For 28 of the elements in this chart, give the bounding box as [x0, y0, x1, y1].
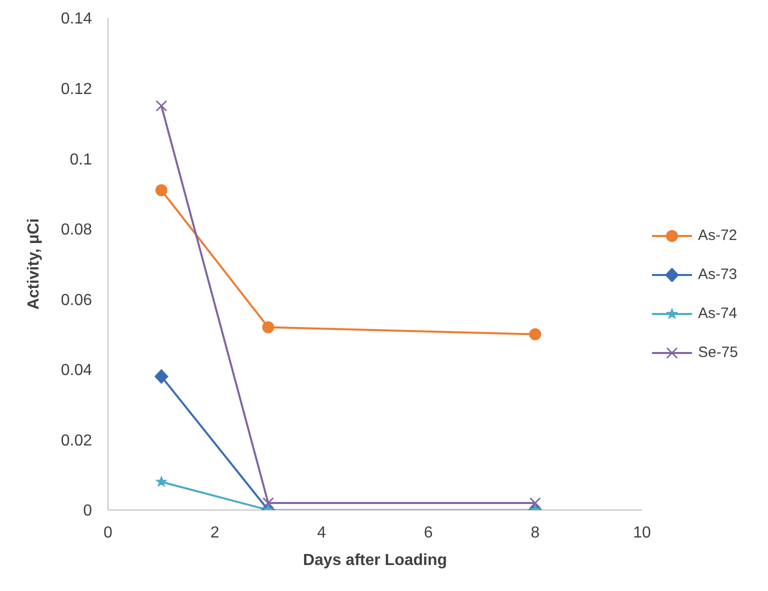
legend-label: As-74	[698, 305, 738, 322]
point	[529, 497, 541, 509]
y-tick-label: 0.12	[60, 80, 92, 98]
x-tick-label: 10	[633, 524, 651, 542]
point	[154, 368, 168, 384]
y-tick-label: 0.08	[60, 222, 92, 239]
x-tick-label: 8	[530, 524, 540, 542]
point	[155, 475, 168, 488]
x-tick-label: 4	[317, 524, 326, 542]
y-tick-label: 0.1	[70, 151, 92, 168]
point	[156, 100, 168, 112]
y-axis-title: Activity, μCi	[26, 218, 43, 310]
point	[262, 321, 274, 334]
legend-label: As-72	[698, 227, 738, 244]
point	[529, 328, 542, 340]
point	[155, 184, 168, 196]
x-axis-title: Days after Loading	[302, 552, 447, 569]
y-tick-label: 0.04	[60, 362, 92, 380]
legend-label: As-73	[698, 266, 738, 283]
legend-label: Se-75	[698, 344, 738, 361]
y-tick-label: 0.06	[60, 292, 92, 309]
y-tick-label: 0.14	[60, 10, 92, 28]
y-tick-label: 0.02	[60, 432, 92, 450]
x-tick-label: 6	[424, 524, 433, 542]
x-tick-label: 0	[104, 524, 113, 542]
point	[262, 497, 274, 509]
y-tick-label: 0	[83, 502, 92, 520]
x-tick-label: 2	[210, 524, 220, 542]
